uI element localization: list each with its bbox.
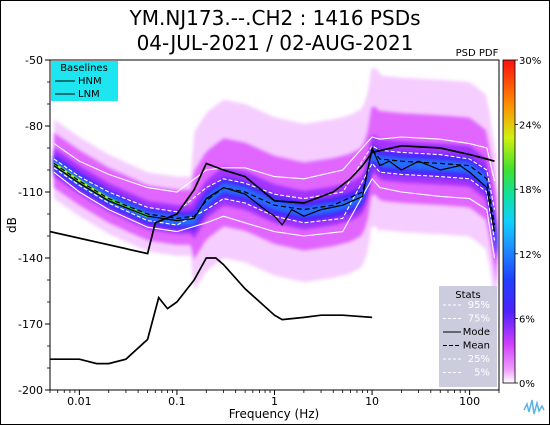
y-tick-label: -80 <box>25 120 43 133</box>
logo-icon <box>523 399 545 415</box>
stats-legend-title: Stats <box>455 290 481 301</box>
stats-legend-label: Mode <box>463 327 490 338</box>
percentile-curves <box>53 136 496 259</box>
pdf-layer-4 <box>54 151 497 253</box>
percentile-25-line <box>53 162 496 241</box>
colorbar-tick-label: 12% <box>519 250 541 261</box>
colorbar: PSD PDF 30% 24% 18% 12% 6% 0% <box>456 48 542 390</box>
mode-mean-curves <box>53 146 496 232</box>
y-axis-label: dB <box>5 217 19 233</box>
y-tick-label: -140 <box>18 252 43 265</box>
colorbar-tick-label: 6% <box>519 314 535 325</box>
stats-legend-label: 5% <box>474 368 490 379</box>
hnm-line <box>50 144 495 255</box>
mode-line <box>53 146 496 232</box>
colorbar-label: PSD PDF <box>456 48 499 59</box>
stats-legend-label: 95% <box>468 300 490 311</box>
colorbar-tick-label: 18% <box>519 185 541 196</box>
baselines-legend: Baselines HNM LNM <box>51 61 118 101</box>
stats-legend-label: 25% <box>468 354 490 365</box>
x-axis: 0.01 0.1 1 10 100 <box>49 390 500 408</box>
baselines-legend-title: Baselines <box>60 63 108 74</box>
y-tick-label: -110 <box>18 186 43 199</box>
percentile-95-line <box>53 136 496 193</box>
percentile-5-line <box>53 171 496 259</box>
x-axis-label: Frequency (Hz) <box>229 407 320 421</box>
mean-line <box>53 148 496 226</box>
y-tick-label: -50 <box>25 54 43 67</box>
stats-legend-label: Mean <box>463 341 490 352</box>
colorbar-tick-label: 30% <box>519 56 541 67</box>
x-tick-label: 1 <box>271 395 278 408</box>
colorbar-tick-label: 0% <box>519 379 535 390</box>
baseline-curves <box>50 144 495 365</box>
y-axis: -50 -80 -110 -140 -170 -200 <box>18 54 50 397</box>
legend-lnm: LNM <box>78 89 100 100</box>
x-tick-label: 10 <box>365 395 379 408</box>
y-tick-label: -170 <box>18 318 43 331</box>
legend-hnm: HNM <box>78 76 102 87</box>
lnm-line <box>50 257 373 365</box>
chart-title-line1: YM.NJ173.--.CH2 : 1416 PSDs <box>129 6 421 30</box>
x-tick-label: 100 <box>459 395 480 408</box>
stats-legend: Stats 95% 75% Mode Mean 25% 5% <box>439 286 497 387</box>
x-tick-label: 0.1 <box>168 395 186 408</box>
x-tick-label: 0.01 <box>67 395 92 408</box>
percentile-75-line <box>53 145 496 213</box>
stats-legend-label: 75% <box>468 314 490 325</box>
chart-title-line2: 04-JUL-2021 / 02-AUG-2021 <box>136 31 414 55</box>
colorbar-tick-label: 24% <box>519 121 541 132</box>
y-tick-label: -200 <box>18 384 43 397</box>
